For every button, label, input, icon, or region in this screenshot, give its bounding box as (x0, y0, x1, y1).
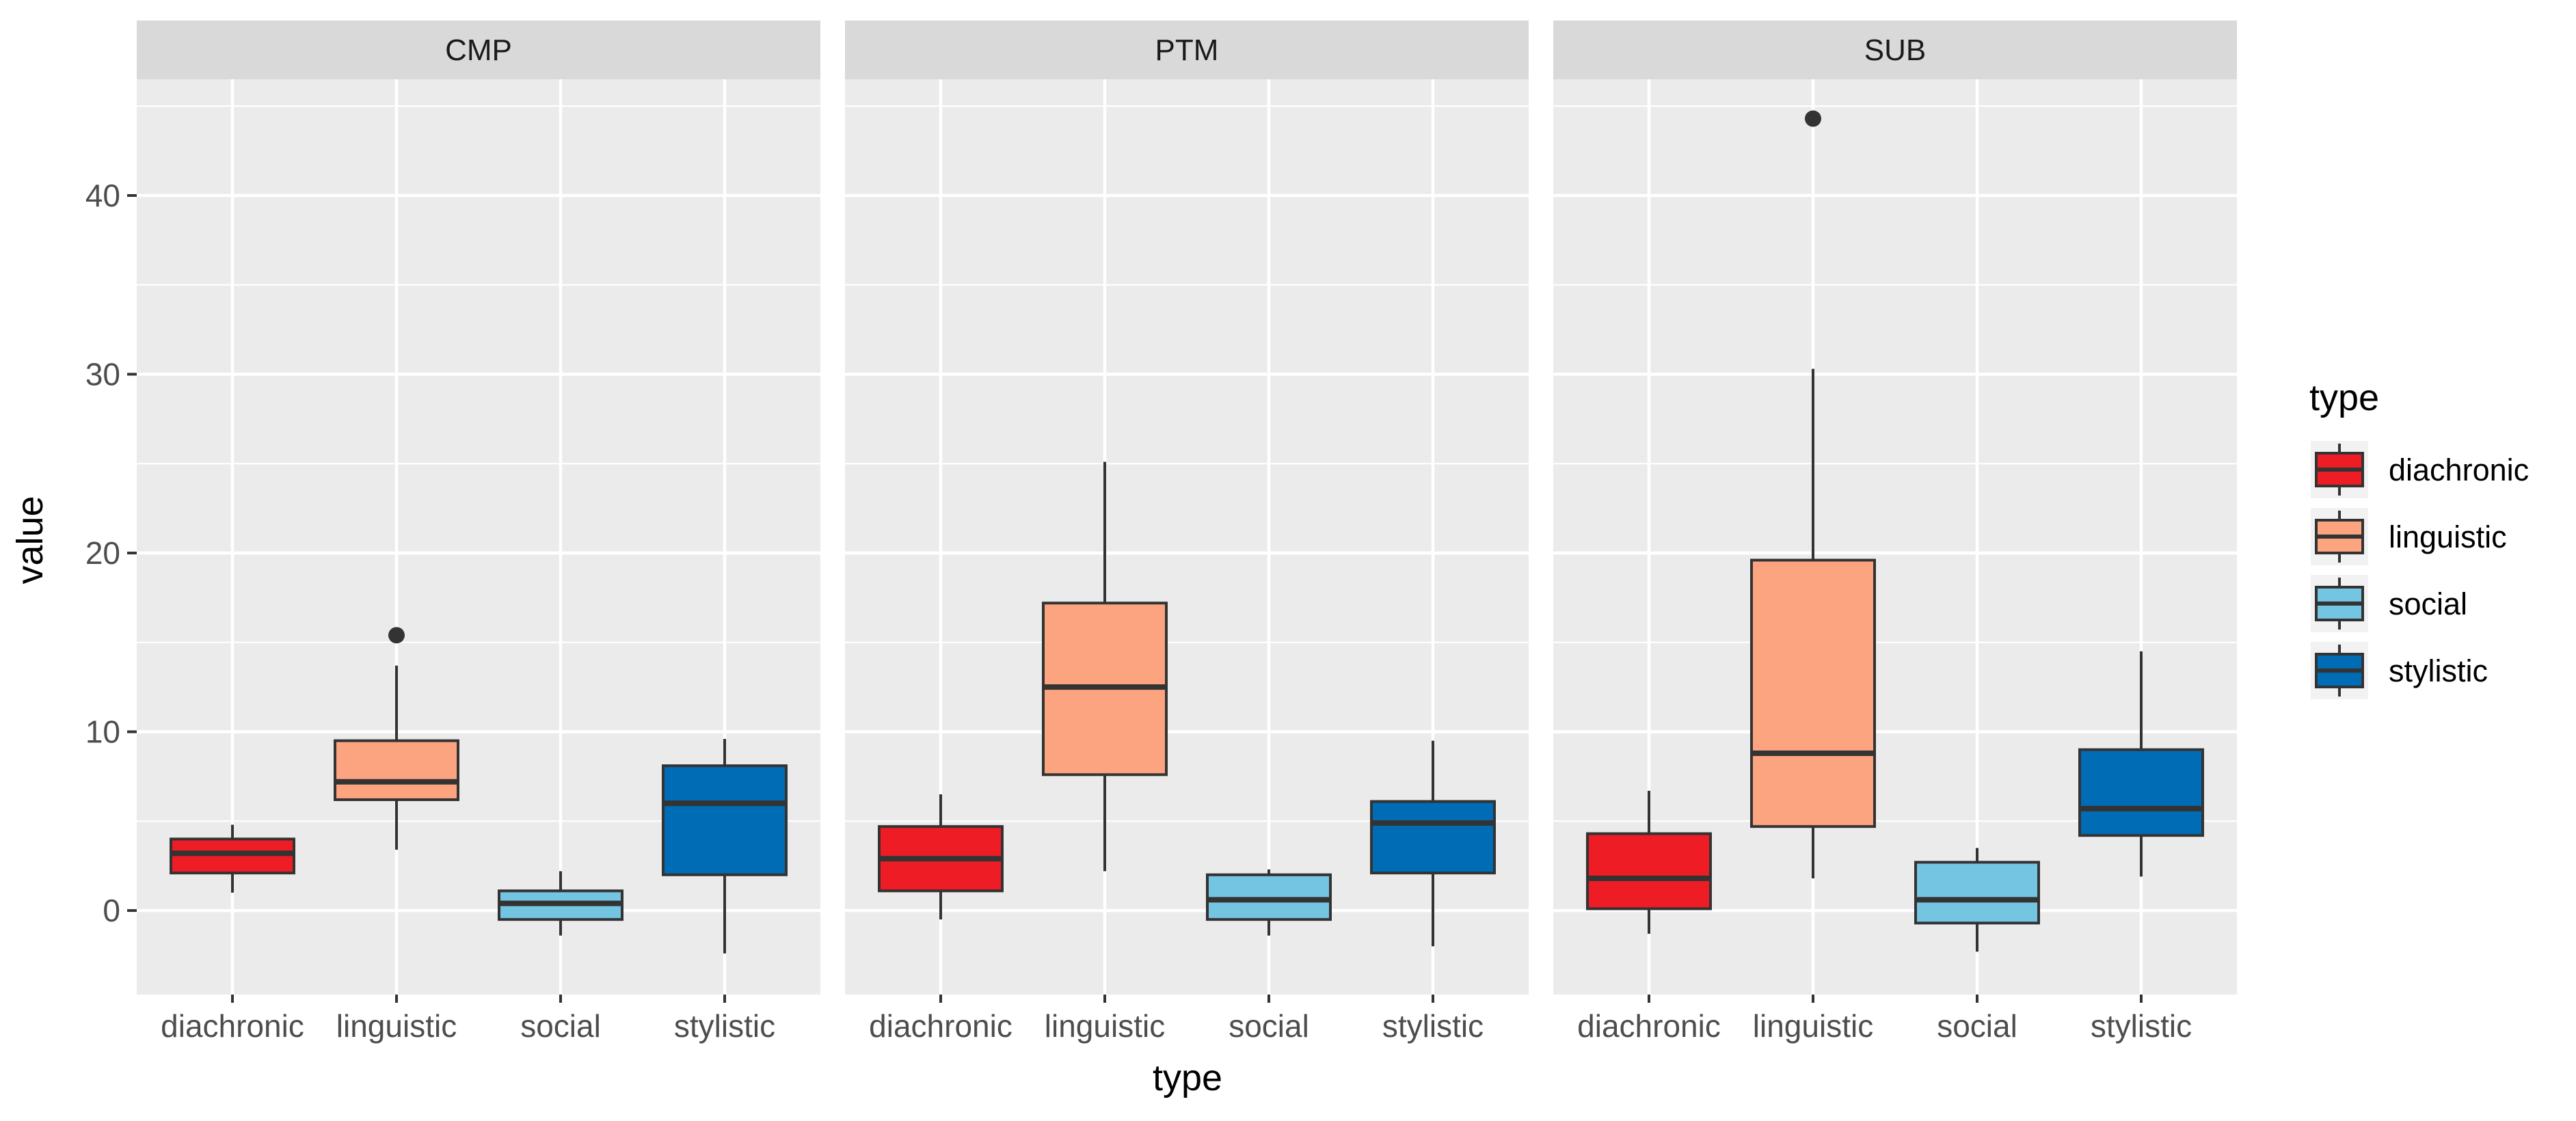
box-social (1914, 848, 2040, 952)
y-axis: 0 10 20 30 40 (85, 178, 137, 928)
box-linguistic (1750, 110, 1876, 879)
y-tick-label: 20 (85, 535, 120, 571)
box-body (1914, 861, 2040, 925)
x-tick-label: linguistic (336, 1008, 457, 1044)
facet-strip (1553, 21, 2237, 79)
legend-title: type (2309, 377, 2379, 418)
x-axis-title: type (1153, 1057, 1222, 1098)
legend-label: social (2389, 586, 2467, 621)
box-body (334, 739, 459, 801)
x-tick-label: linguistic (1753, 1008, 1873, 1044)
box-body (1750, 558, 1876, 828)
box-body (1370, 800, 1496, 875)
x-tick-label: diachronic (1577, 1008, 1721, 1044)
facet-label: SUB (1864, 33, 1926, 67)
x-tick-label: social (1229, 1008, 1309, 1044)
x-tick-label: stylistic (2091, 1008, 2192, 1044)
x-axis: diachronic linguistic social stylistic diach… (161, 995, 2192, 1044)
y-tick-label: 30 (85, 357, 120, 392)
outlier-point (388, 627, 405, 644)
facet-panel-ptm: PTM (845, 21, 1529, 995)
legend-entry-social: social (2311, 575, 2467, 632)
y-tick-label: 40 (85, 178, 120, 213)
facet-strip (845, 21, 1529, 79)
x-tick-label: social (520, 1008, 601, 1044)
legend: type diachronic linguistic social stylistic (2309, 377, 2529, 699)
x-tick-label: social (1937, 1008, 2017, 1044)
box-stylistic (2078, 651, 2204, 877)
box-body (2078, 748, 2204, 837)
box-diachronic (878, 794, 1004, 920)
legend-entry-diachronic: diachronic (2311, 441, 2529, 498)
legend-entry-linguistic: linguistic (2311, 508, 2507, 565)
x-tick-label: diachronic (161, 1008, 304, 1044)
box-stylistic (1370, 740, 1496, 947)
facet-label: CMP (445, 33, 512, 67)
facet-label: PTM (1155, 33, 1219, 67)
facet-panels: CMP PTM SUB (137, 21, 2237, 995)
x-tick-label: diachronic (869, 1008, 1012, 1044)
box-linguistic (1042, 461, 1168, 872)
x-tick-label: stylistic (674, 1008, 775, 1044)
box-social (498, 871, 623, 936)
box-diachronic (170, 824, 295, 893)
legend-label: diachronic (2389, 453, 2529, 487)
facet-strip (137, 21, 820, 79)
x-tick-label: linguistic (1045, 1008, 1165, 1044)
box-diachronic (1586, 790, 1712, 934)
y-axis-title: value (10, 496, 51, 584)
facet-panel-cmp: CMP (137, 21, 820, 995)
y-tick-label: 10 (85, 714, 120, 750)
y-tick-label: 0 (103, 893, 120, 928)
legend-label: stylistic (2389, 653, 2488, 688)
box-body (1586, 832, 1712, 910)
legend-entry-stylistic: stylistic (2311, 642, 2488, 699)
box-stylistic (662, 739, 788, 954)
box-social (1206, 869, 1332, 936)
x-tick-label: stylistic (1382, 1008, 1484, 1044)
box-body (662, 764, 788, 876)
outlier-point (1805, 110, 1821, 127)
facet-panel-sub: SUB (1553, 21, 2237, 995)
legend-label: linguistic (2389, 519, 2507, 554)
box-linguistic (334, 627, 459, 850)
